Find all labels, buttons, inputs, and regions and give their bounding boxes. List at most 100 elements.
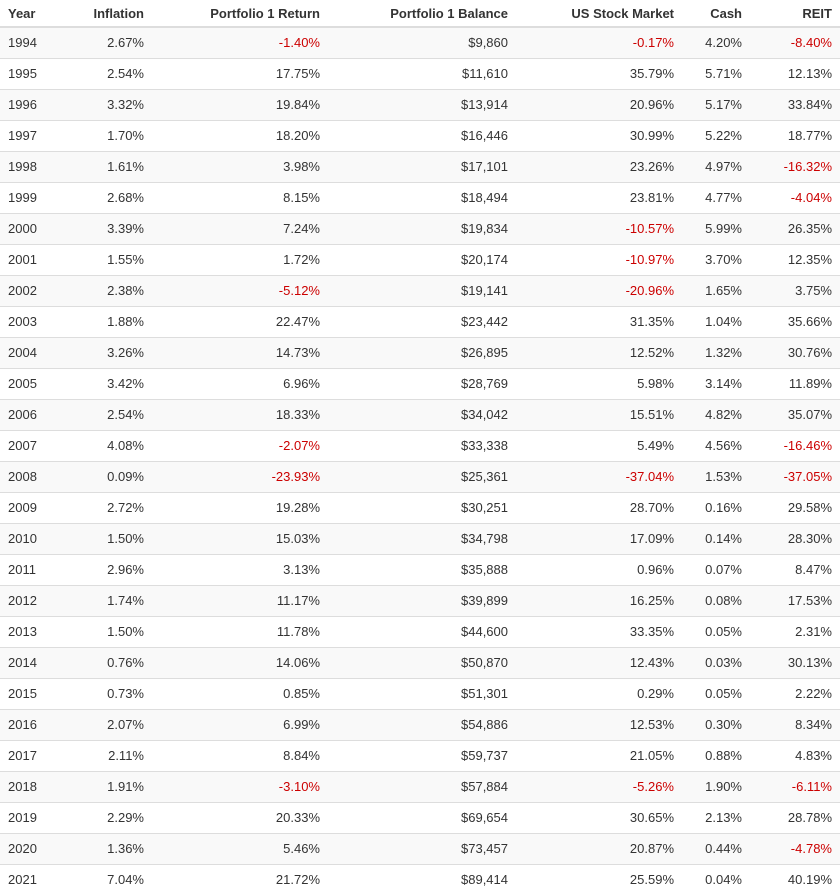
cash-cell: 4.82% xyxy=(682,398,750,430)
table-row: 2014 0.76% 14.06% $50,870 12.43% 0.03% 30.13% xyxy=(0,646,840,678)
cash-cell: 4.20% xyxy=(682,26,750,58)
us-stock-market-cell: 5.49% xyxy=(516,429,682,461)
inflation-cell: 2.96% xyxy=(64,553,152,585)
reit-cell: -16.32% xyxy=(750,150,840,182)
column-header-cash[interactable]: Cash xyxy=(682,0,750,28)
column-header-portfolio-1-return[interactable]: Portfolio 1 Return xyxy=(152,0,328,28)
portfolio-1-balance-cell: $26,895 xyxy=(328,336,516,368)
cash-cell: 4.97% xyxy=(682,150,750,182)
year-cell: 2000 xyxy=(0,212,64,244)
year-cell: 1997 xyxy=(0,119,64,151)
inflation-cell: 2.68% xyxy=(64,181,152,213)
portfolio-1-balance-cell: $18,494 xyxy=(328,181,516,213)
table-row: 2003 1.88% 22.47% $23,442 31.35% 1.04% 35.66% xyxy=(0,305,840,337)
year-cell: 2011 xyxy=(0,553,64,585)
us-stock-market-cell: 30.65% xyxy=(516,801,682,833)
us-stock-market-cell: 23.81% xyxy=(516,181,682,213)
portfolio-1-balance-cell: $50,870 xyxy=(328,646,516,678)
us-stock-market-cell: 16.25% xyxy=(516,584,682,616)
us-stock-market-cell: -20.96% xyxy=(516,274,682,306)
inflation-cell: 2.07% xyxy=(64,708,152,740)
us-stock-market-cell: 17.09% xyxy=(516,522,682,554)
column-header-year[interactable]: Year xyxy=(0,0,64,28)
us-stock-market-cell: 15.51% xyxy=(516,398,682,430)
year-cell: 2020 xyxy=(0,832,64,864)
portfolio-1-return-cell: -3.10% xyxy=(152,770,328,802)
reit-cell: 26.35% xyxy=(750,212,840,244)
portfolio-1-return-cell: 22.47% xyxy=(152,305,328,337)
portfolio-1-return-cell: 21.72% xyxy=(152,863,328,895)
year-cell: 2001 xyxy=(0,243,64,275)
cash-cell: 4.56% xyxy=(682,429,750,461)
column-header-us-stock-market[interactable]: US Stock Market xyxy=(516,0,682,28)
year-cell: 2009 xyxy=(0,491,64,523)
us-stock-market-cell: 20.96% xyxy=(516,88,682,120)
portfolio-1-balance-cell: $30,251 xyxy=(328,491,516,523)
cash-cell: 1.32% xyxy=(682,336,750,368)
table-row: 1994 2.67% -1.40% $9,860 -0.17% 4.20% -8.40% xyxy=(0,26,840,58)
column-header-reit[interactable]: REIT xyxy=(750,0,840,28)
portfolio-1-balance-cell: $39,899 xyxy=(328,584,516,616)
reit-cell: 12.13% xyxy=(750,57,840,89)
table-row: 2015 0.73% 0.85% $51,301 0.29% 0.05% 2.22% xyxy=(0,677,840,709)
table-row: 2006 2.54% 18.33% $34,042 15.51% 4.82% 35.07% xyxy=(0,398,840,430)
portfolio-1-balance-cell: $28,769 xyxy=(328,367,516,399)
column-header-inflation[interactable]: Inflation xyxy=(64,0,152,28)
reit-cell: -4.04% xyxy=(750,181,840,213)
year-cell: 2012 xyxy=(0,584,64,616)
us-stock-market-cell: -5.26% xyxy=(516,770,682,802)
portfolio-1-return-cell: 6.96% xyxy=(152,367,328,399)
inflation-cell: 3.32% xyxy=(64,88,152,120)
inflation-cell: 3.26% xyxy=(64,336,152,368)
cash-cell: 4.77% xyxy=(682,181,750,213)
reit-cell: 8.34% xyxy=(750,708,840,740)
reit-cell: 2.31% xyxy=(750,615,840,647)
table-row: 2001 1.55% 1.72% $20,174 -10.97% 3.70% 12.35% xyxy=(0,243,840,275)
table-row: 2010 1.50% 15.03% $34,798 17.09% 0.14% 28.30% xyxy=(0,522,840,554)
us-stock-market-cell: 33.35% xyxy=(516,615,682,647)
cash-cell: 0.04% xyxy=(682,863,750,895)
cash-cell: 3.14% xyxy=(682,367,750,399)
us-stock-market-cell: 0.29% xyxy=(516,677,682,709)
inflation-cell: 0.09% xyxy=(64,460,152,492)
cash-cell: 1.53% xyxy=(682,460,750,492)
table-row: 2002 2.38% -5.12% $19,141 -20.96% 1.65% 3.75% xyxy=(0,274,840,306)
us-stock-market-cell: 0.96% xyxy=(516,553,682,585)
year-cell: 2017 xyxy=(0,739,64,771)
portfolio-1-return-cell: 18.20% xyxy=(152,119,328,151)
portfolio-1-balance-cell: $44,600 xyxy=(328,615,516,647)
portfolio-1-return-cell: 11.17% xyxy=(152,584,328,616)
inflation-cell: 2.29% xyxy=(64,801,152,833)
table-row: 2019 2.29% 20.33% $69,654 30.65% 2.13% 28.78% xyxy=(0,801,840,833)
reit-cell: 8.47% xyxy=(750,553,840,585)
reit-cell: -4.78% xyxy=(750,832,840,864)
table-row: 2000 3.39% 7.24% $19,834 -10.57% 5.99% 26.35% xyxy=(0,212,840,244)
table-header-row: Year Inflation Portfolio 1 Return Portfo… xyxy=(0,0,840,28)
us-stock-market-cell: 20.87% xyxy=(516,832,682,864)
portfolio-1-return-cell: 14.06% xyxy=(152,646,328,678)
year-cell: 1996 xyxy=(0,88,64,120)
portfolio-1-return-cell: 11.78% xyxy=(152,615,328,647)
portfolio-1-return-cell: -2.07% xyxy=(152,429,328,461)
portfolio-1-return-cell: 20.33% xyxy=(152,801,328,833)
reit-cell: 28.78% xyxy=(750,801,840,833)
portfolio-1-balance-cell: $73,457 xyxy=(328,832,516,864)
inflation-cell: 3.39% xyxy=(64,212,152,244)
portfolio-1-return-cell: 6.99% xyxy=(152,708,328,740)
table-row: 2016 2.07% 6.99% $54,886 12.53% 0.30% 8.34% xyxy=(0,708,840,740)
portfolio-1-return-cell: 19.28% xyxy=(152,491,328,523)
portfolio-1-return-cell: -5.12% xyxy=(152,274,328,306)
reit-cell: 29.58% xyxy=(750,491,840,523)
column-header-portfolio-1-balance[interactable]: Portfolio 1 Balance xyxy=(328,0,516,28)
portfolio-1-balance-cell: $51,301 xyxy=(328,677,516,709)
portfolio-1-balance-cell: $54,886 xyxy=(328,708,516,740)
table-row: 2007 4.08% -2.07% $33,338 5.49% 4.56% -16.46% xyxy=(0,429,840,461)
portfolio-1-balance-cell: $13,914 xyxy=(328,88,516,120)
portfolio-1-balance-cell: $25,361 xyxy=(328,460,516,492)
reit-cell: 18.77% xyxy=(750,119,840,151)
reit-cell: -6.11% xyxy=(750,770,840,802)
table-row: 1999 2.68% 8.15% $18,494 23.81% 4.77% -4.04% xyxy=(0,181,840,213)
table-row: 1998 1.61% 3.98% $17,101 23.26% 4.97% -16.32% xyxy=(0,150,840,182)
us-stock-market-cell: 21.05% xyxy=(516,739,682,771)
